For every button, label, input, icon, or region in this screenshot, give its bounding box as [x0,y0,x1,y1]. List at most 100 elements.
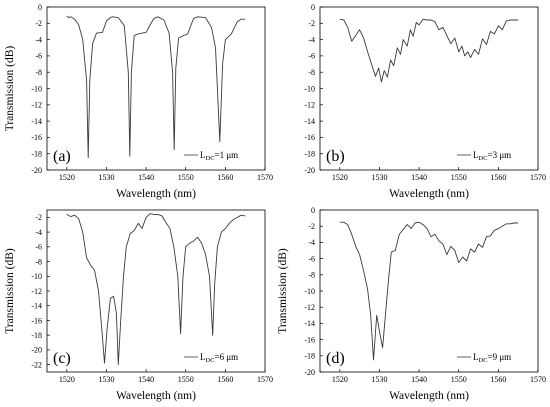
legend-subscript: DC [479,155,488,162]
y-tick-label: -4 [35,35,42,44]
x-axis-title: Wavelength (nm) [116,188,196,200]
y-tick-label: -4 [308,35,315,44]
legend: LDC=1 μm [184,150,238,162]
x-tick-label: 1570 [257,173,273,182]
series-line [66,15,246,159]
legend-suffix: =3 μm [488,150,512,160]
x-tick-label: 1550 [178,375,194,384]
legend-prefix: L [473,352,479,362]
y-tick-label: -2 [35,19,42,28]
y-tick-label: 0 [311,206,315,215]
y-tick-label: -2 [35,213,42,222]
y-tick-label: -4 [35,228,42,237]
chart-panel: 1520 1530 1540 1550 1560 1570 0 -2 -4 -6 -8 -10 -12 -… [4,3,273,200]
x-tick-label: 1530 [371,375,387,384]
chart-panel: 1520 1530 1540 1550 1560 1570 -2 -4 -6 -8 -10 -12 -1… [4,209,273,402]
y-tick-label: -20 [304,166,315,175]
x-tick-label: 1550 [451,375,467,384]
legend-label: LDC=9 μm [473,352,511,364]
y-tick-label: -16 [31,133,42,142]
y-tick-label: -8 [35,68,42,77]
y-tick-label: -18 [31,150,42,159]
x-tick-label: 1530 [371,173,387,182]
y-tick-label: -18 [31,331,42,340]
x-tick-label: 1550 [451,173,467,182]
y-axis-title: Transmission (dB) [4,248,16,334]
y-tick-label: -16 [304,133,315,142]
x-tick-label: 1560 [490,173,506,182]
y-tick-label: 0 [38,3,42,12]
legend-label: LDC=3 μm [473,150,511,162]
x-tick-label: 1520 [59,173,75,182]
y-tick-label: -10 [31,272,42,281]
y-tick-label: -14 [31,117,42,126]
x-tick-label: 1540 [411,375,427,384]
y-tick-label: -12 [31,101,42,110]
panel-label: (a) [53,148,71,165]
y-tick-label: -16 [31,316,42,325]
x-tick-label: 1570 [530,375,546,384]
y-tick-label: -18 [304,352,315,361]
plot-frame [46,209,266,373]
series-line [339,18,519,83]
y-tick-label: -8 [308,271,315,280]
y-tick-label: -22 [31,360,42,369]
plot-frame [319,6,539,171]
y-axis-title: Transmission (dB) [4,46,16,132]
y-tick-label: -2 [308,19,315,28]
y-tick-label: -8 [308,68,315,77]
x-tick-label: 1570 [257,375,273,384]
panel-label: (c) [53,350,71,367]
x-tick-label: 1560 [490,375,506,384]
y-tick-label: -20 [304,368,315,377]
legend: LDC=9 μm [457,352,511,364]
x-tick-label: 1520 [332,173,348,182]
y-tick-label: -12 [304,101,315,110]
legend-prefix: L [473,150,479,160]
x-tick-label: 1540 [138,375,154,384]
x-tick-label: 1560 [217,375,233,384]
legend-suffix: =6 μm [215,352,239,362]
y-tick-label: -8 [35,257,42,266]
x-tick-label: 1520 [59,375,75,384]
x-tick-label: 1520 [332,375,348,384]
x-axis-title: Wavelength (nm) [389,390,469,402]
legend: LDC=6 μm [184,352,238,364]
panel-label: (d) [326,350,345,367]
series-line [66,213,246,366]
y-tick-label: -2 [308,222,315,231]
y-tick-label: -6 [35,52,42,61]
chart-panel: 1520 1530 1540 1550 1560 1570 0 -2 -4 -6 -8 -10 -12 -… [277,206,546,402]
y-tick-label: -6 [35,243,42,252]
y-tick-label: -12 [31,287,42,296]
y-tick-label: -10 [31,84,42,93]
y-tick-label: -6 [308,52,315,61]
legend-prefix: L [200,150,206,160]
legend-label: LDC=1 μm [200,150,238,162]
legend-subscript: DC [479,357,488,364]
x-tick-label: 1530 [98,173,114,182]
panel-label: (b) [326,148,345,165]
legend: LDC=3 μm [457,150,511,162]
y-tick-label: -14 [304,319,315,328]
legend-prefix: L [200,352,206,362]
y-tick-label: -14 [31,302,42,311]
y-tick-label: -10 [304,84,315,93]
series-line [339,221,519,361]
y-tick-label: -18 [304,150,315,159]
y-tick-label: -14 [304,117,315,126]
legend-label: LDC=6 μm [200,352,238,364]
y-tick-label: -10 [304,287,315,296]
plot-frame [319,209,539,373]
x-axis-title: Wavelength (nm) [389,188,469,200]
y-tick-label: -16 [304,335,315,344]
y-tick-label: -6 [308,254,315,263]
chart-panel: 1520 1530 1540 1550 1560 1570 0 -2 -4 -6 -8 -10 -12 -… [304,3,546,200]
legend-subscript: DC [206,357,215,364]
x-tick-label: 1560 [217,173,233,182]
x-tick-label: 1550 [178,173,194,182]
x-tick-label: 1540 [138,173,154,182]
legend-suffix: =9 μm [488,352,512,362]
legend-subscript: DC [206,155,215,162]
